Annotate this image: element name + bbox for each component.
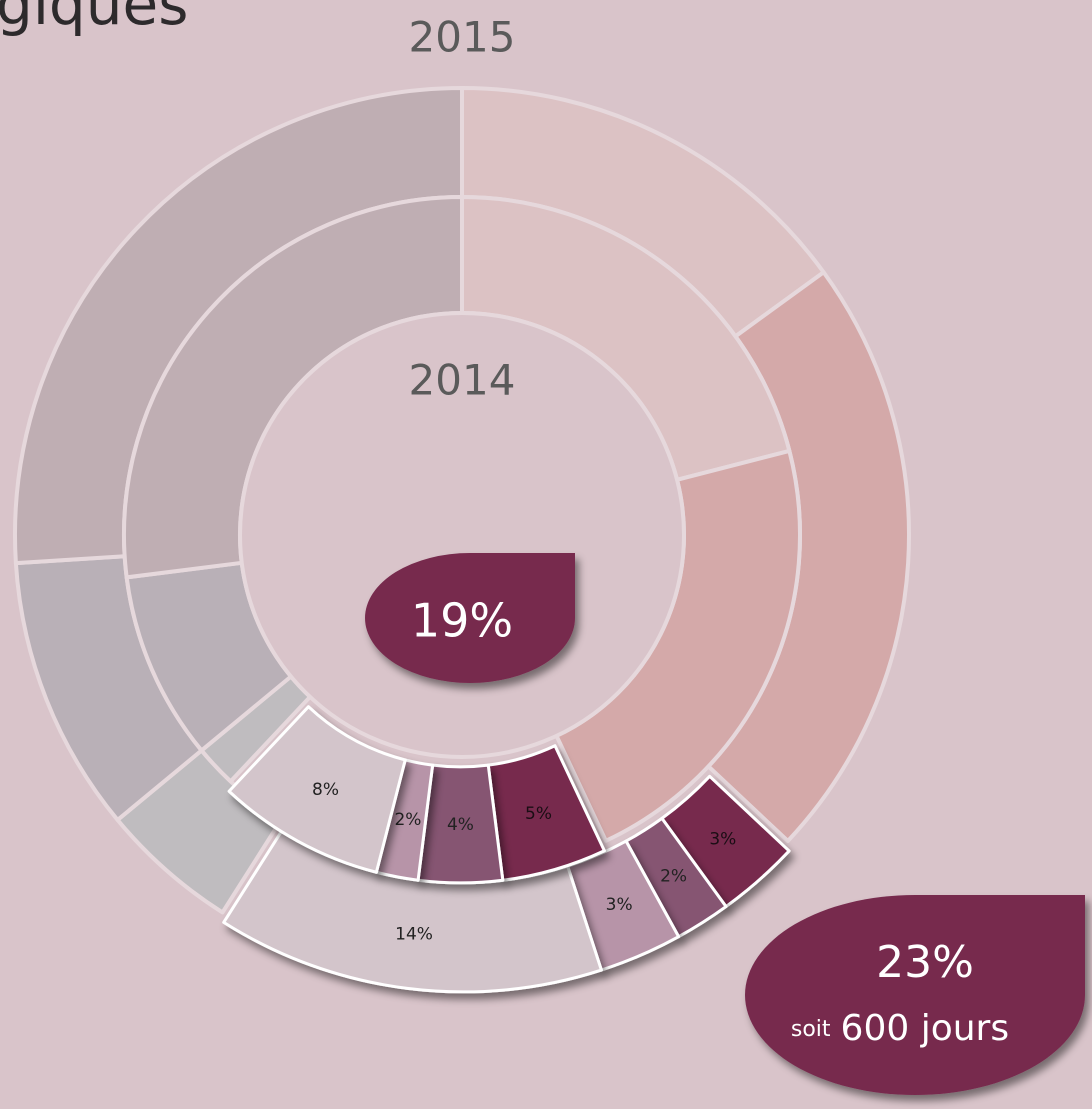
exploded-segments: 3% 2% 3% 14% 5% 4% 2% 8% xyxy=(222,705,791,994)
value-label: 8% xyxy=(312,780,339,800)
segment xyxy=(227,705,407,874)
value-label: 3% xyxy=(606,895,633,915)
callout-text: soit xyxy=(791,1017,831,1042)
value-label: 14% xyxy=(395,924,433,944)
callout-note: soit 600 jours xyxy=(791,1008,1009,1049)
callout-label: 23% xyxy=(876,937,974,988)
callouts: 19% 23% soit 600 jours xyxy=(365,553,1085,1095)
callout-text: 600 jours xyxy=(841,1008,1010,1049)
year-label: 2014 xyxy=(409,356,516,405)
rings xyxy=(13,86,911,915)
chart-title: giques xyxy=(0,0,188,38)
callout xyxy=(745,895,1085,1095)
center-disc xyxy=(238,311,686,759)
year-label: 2015 xyxy=(409,13,516,62)
callout xyxy=(365,553,575,683)
value-label: 4% xyxy=(447,815,474,835)
value-label: 3% xyxy=(709,829,736,849)
callout-label: 19% xyxy=(411,594,513,648)
value-label: 5% xyxy=(525,804,552,824)
value-label: 2% xyxy=(660,866,687,886)
value-label: 2% xyxy=(394,810,421,830)
